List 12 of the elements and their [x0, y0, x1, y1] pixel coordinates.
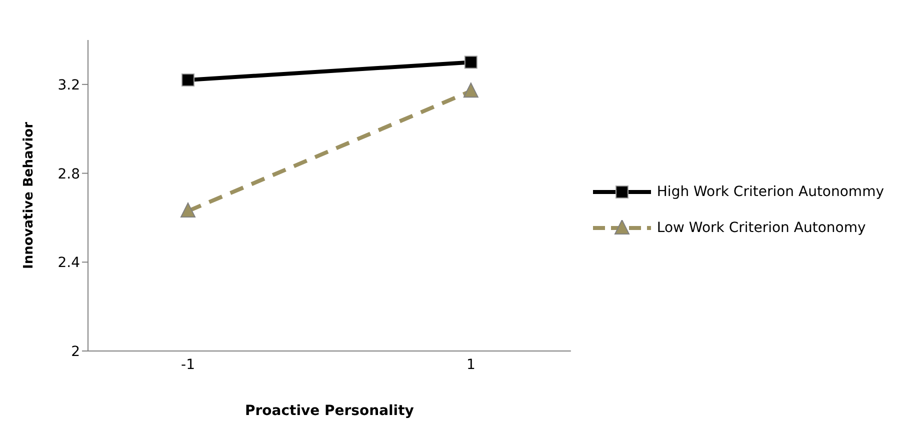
y-tick-label: 2.4 [58, 255, 80, 272]
x-tick-label: -1 [181, 356, 195, 373]
x-tick-label: 1 [466, 356, 476, 373]
y-axis-title: Innovative Behavior [22, 121, 37, 270]
legend-label: Low Work Criterion Autonomy [656, 220, 866, 236]
point [464, 56, 478, 69]
legend-label: High Work Criterion Autonommy [656, 184, 884, 200]
y-tick-label: 3.2 [58, 77, 80, 94]
point [182, 73, 194, 86]
y-tick-label: 2 [71, 344, 80, 360]
y-tick-label: 2.8 [58, 166, 80, 182]
x-axis-title: Proactive Personality [244, 403, 414, 419]
